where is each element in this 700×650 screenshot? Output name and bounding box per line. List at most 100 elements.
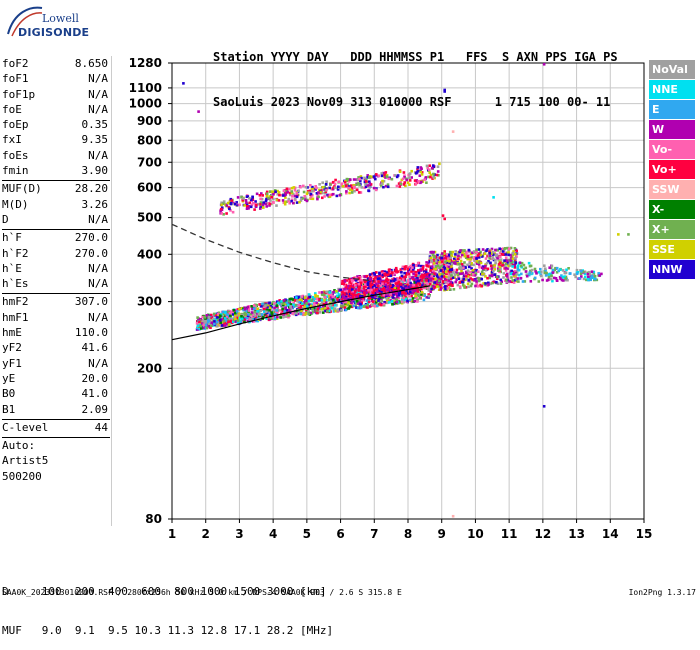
param-row: yE 20.0 xyxy=(2,372,110,387)
echo-point xyxy=(261,302,264,306)
echo-point xyxy=(305,199,309,203)
echo-point xyxy=(265,317,269,320)
echo-point xyxy=(415,296,418,300)
echo-point xyxy=(334,299,337,302)
echo-point xyxy=(291,195,294,198)
echo-point xyxy=(397,292,400,295)
echo-point xyxy=(515,273,519,276)
echo-point xyxy=(273,312,277,316)
echo-point xyxy=(544,274,548,277)
echo-point xyxy=(506,246,509,250)
echo-point xyxy=(259,205,262,208)
echo-point xyxy=(474,284,477,288)
echo-point xyxy=(484,268,488,272)
echo-point xyxy=(405,289,408,293)
echo-point xyxy=(416,290,419,293)
echo-point xyxy=(365,291,368,294)
echo-point xyxy=(465,250,468,254)
echo-point xyxy=(434,277,437,281)
echo-point xyxy=(236,321,240,324)
echo-point xyxy=(446,257,450,260)
echo-point xyxy=(486,276,489,280)
echo-point xyxy=(343,181,347,184)
echo-point xyxy=(457,263,460,266)
echo-point xyxy=(460,253,464,257)
echo-point xyxy=(396,284,399,287)
echo-point xyxy=(374,276,377,279)
param-label: fxI xyxy=(2,133,22,147)
echo-point xyxy=(296,312,300,316)
echo-point xyxy=(472,257,476,261)
echo-point xyxy=(269,190,272,193)
echo-point xyxy=(303,296,307,299)
echo-point xyxy=(372,304,375,308)
echo-point xyxy=(521,280,525,283)
echo-point xyxy=(439,283,442,287)
echo-point xyxy=(523,280,527,283)
echo-point xyxy=(252,313,255,317)
echo-point xyxy=(332,180,335,184)
echo-point xyxy=(478,279,481,283)
echo-point xyxy=(214,314,218,317)
echo-point xyxy=(425,279,428,282)
y-tick-label: 600 xyxy=(137,181,162,195)
echo-point xyxy=(207,316,211,319)
echo-point xyxy=(286,190,289,194)
echo-point xyxy=(391,283,395,287)
echo-point xyxy=(256,312,259,316)
echo-point xyxy=(469,284,473,288)
echo-point xyxy=(216,316,219,319)
echo-point xyxy=(513,247,517,250)
echo-point xyxy=(380,182,384,185)
echo-point xyxy=(425,281,428,285)
echo-point xyxy=(363,176,366,180)
echo-point xyxy=(382,293,386,297)
echo-point xyxy=(203,321,207,325)
echo-point xyxy=(347,294,351,298)
echo-point xyxy=(448,253,451,257)
param-row: hmE 110.0 xyxy=(2,326,110,341)
param-label: foEs xyxy=(2,148,29,162)
echo-point xyxy=(358,278,361,282)
legend-item-e: E xyxy=(649,100,695,120)
echo-point xyxy=(251,196,254,199)
echo-point xyxy=(366,283,370,286)
echo-point xyxy=(397,280,401,284)
echo-point xyxy=(348,287,351,290)
auto-line: 500200 xyxy=(2,469,42,483)
echo-point xyxy=(339,288,342,292)
echo-point xyxy=(412,284,415,287)
echo-point xyxy=(255,319,258,323)
echo-point xyxy=(384,280,387,283)
echo-point xyxy=(427,281,430,284)
echo-point xyxy=(265,194,269,198)
header-line1: Station YYYY DAY DDD HHMMSS P1 FFS S AXN… xyxy=(213,50,618,64)
echo-point xyxy=(252,304,256,307)
echo-point xyxy=(397,277,401,281)
echo-point xyxy=(424,270,428,274)
echo-point xyxy=(361,298,365,302)
echo-point xyxy=(371,272,374,276)
param-value: N/A xyxy=(88,212,108,226)
echo-point xyxy=(278,309,282,312)
echo-point xyxy=(346,303,350,306)
echo-point xyxy=(428,171,431,174)
echo-point xyxy=(412,266,416,269)
echo-point xyxy=(399,283,403,286)
echo-point xyxy=(409,281,412,285)
x-tick-label: 11 xyxy=(501,527,518,541)
legend-item-nne: NNE xyxy=(649,80,695,100)
echo-point xyxy=(400,178,404,182)
param-row: h`Es N/A xyxy=(2,277,110,292)
echo-point xyxy=(360,294,364,298)
echo-point xyxy=(470,267,473,270)
echo-point xyxy=(299,185,302,189)
echo-point xyxy=(518,261,522,264)
echo-point xyxy=(550,274,553,277)
echo-point xyxy=(284,306,287,310)
echo-point xyxy=(364,285,367,288)
echo-point xyxy=(317,191,320,194)
echo-point xyxy=(429,279,432,282)
legend-item-vo-: Vo- xyxy=(649,140,695,160)
echo-point xyxy=(427,293,430,296)
